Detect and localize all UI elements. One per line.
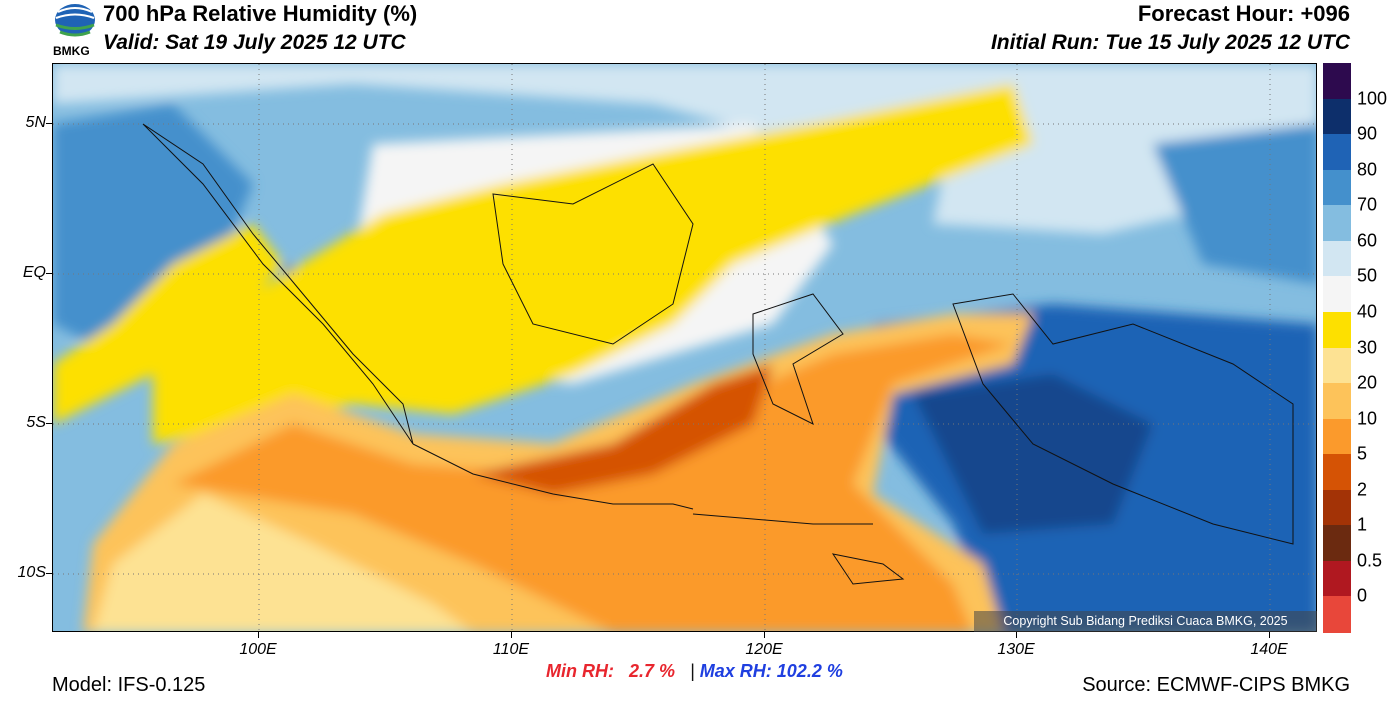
colorbar xyxy=(1323,63,1351,633)
min-rh-label: Min RH: xyxy=(546,661,614,681)
stats-separator: | xyxy=(690,661,695,681)
lat-label: 5N xyxy=(25,114,46,131)
colorbar-label: 90 xyxy=(1357,123,1378,144)
colorbar-segment xyxy=(1323,525,1351,562)
copyright-box: Copyright Sub Bidang Prediksi Cuaca BMKG… xyxy=(974,611,1317,632)
colorbar-segment xyxy=(1323,276,1351,313)
colorbar-segment xyxy=(1323,169,1351,206)
lon-tick xyxy=(258,632,259,638)
colorbar-segment xyxy=(1323,134,1351,171)
colorbar-label: 10 xyxy=(1357,408,1378,429)
colorbar-segment xyxy=(1323,311,1351,348)
colorbar-label: 30 xyxy=(1357,337,1378,357)
colorbar-label: 5 xyxy=(1357,443,1368,464)
colorbar-label: 50 xyxy=(1357,265,1378,286)
lon-tick xyxy=(764,632,765,638)
colorbar-label: 60 xyxy=(1357,230,1378,251)
colorbar-label: 1 xyxy=(1357,514,1368,535)
colorbar-segment xyxy=(1323,98,1351,135)
colorbar-segment xyxy=(1323,596,1351,633)
initial-run: Initial Run: Tue 15 July 2025 12 UTC xyxy=(990,31,1350,54)
lon-label: 130E xyxy=(997,641,1035,658)
lon-tick xyxy=(1016,632,1017,638)
valid-time: Valid: Sat 19 July 2025 12 UTC xyxy=(103,31,406,54)
source-label: Source: ECMWF-CIPS BMKG xyxy=(1082,674,1350,696)
lat-tick xyxy=(46,123,52,124)
colorbar-segment xyxy=(1323,418,1351,455)
colorbar-label: 0 xyxy=(1357,585,1368,606)
colorbar-label: 20 xyxy=(1357,372,1378,393)
forecast-hour: Forecast Hour: +096 xyxy=(1137,1,1350,26)
colorbar-label: 80 xyxy=(1357,159,1378,180)
colorbar-label: 100 xyxy=(1357,88,1388,109)
lat-tick xyxy=(46,423,52,424)
colorbar-segment xyxy=(1323,240,1351,277)
colorbar-label: 0.5 xyxy=(1357,550,1383,571)
colorbar-segment xyxy=(1323,454,1351,491)
colorbar-label: 2 xyxy=(1357,479,1368,500)
colorbar-segment xyxy=(1323,489,1351,526)
colorbar-segment xyxy=(1323,205,1351,242)
colorbar-segment xyxy=(1323,347,1351,384)
lat-label: EQ xyxy=(22,264,46,281)
rh-stats: Min RH: 2.7 % | Max RH: 102.2 % xyxy=(546,661,843,682)
min-rh-value: 2.7 % xyxy=(629,661,676,681)
lat-tick xyxy=(46,573,52,574)
colorbar-segment xyxy=(1323,63,1351,100)
lon-label: 100E xyxy=(239,641,277,658)
colorbar-segment xyxy=(1323,383,1351,420)
max-rh-value: 102.2 % xyxy=(776,661,843,681)
lat-label: 5S xyxy=(26,414,46,431)
max-rh-label: Max RH: xyxy=(699,661,772,681)
humidity-map xyxy=(52,63,1317,632)
lon-label: 140E xyxy=(1250,641,1288,658)
lon-tick xyxy=(1269,632,1270,638)
lon-tick xyxy=(511,632,512,638)
colorbar-label: 70 xyxy=(1357,194,1378,215)
lon-label: 120E xyxy=(745,641,783,658)
colorbar-label: 40 xyxy=(1357,301,1378,322)
chart-title: 700 hPa Relative Humidity (%) xyxy=(103,1,418,26)
bmkg-logo xyxy=(52,2,98,60)
model-label: Model: IFS-0.125 xyxy=(52,674,206,696)
lon-label: 110E xyxy=(492,641,530,658)
lat-tick xyxy=(46,273,52,274)
logo-text: BMKG xyxy=(53,44,90,58)
colorbar-segment xyxy=(1323,560,1351,597)
lat-label: 10S xyxy=(17,564,46,581)
